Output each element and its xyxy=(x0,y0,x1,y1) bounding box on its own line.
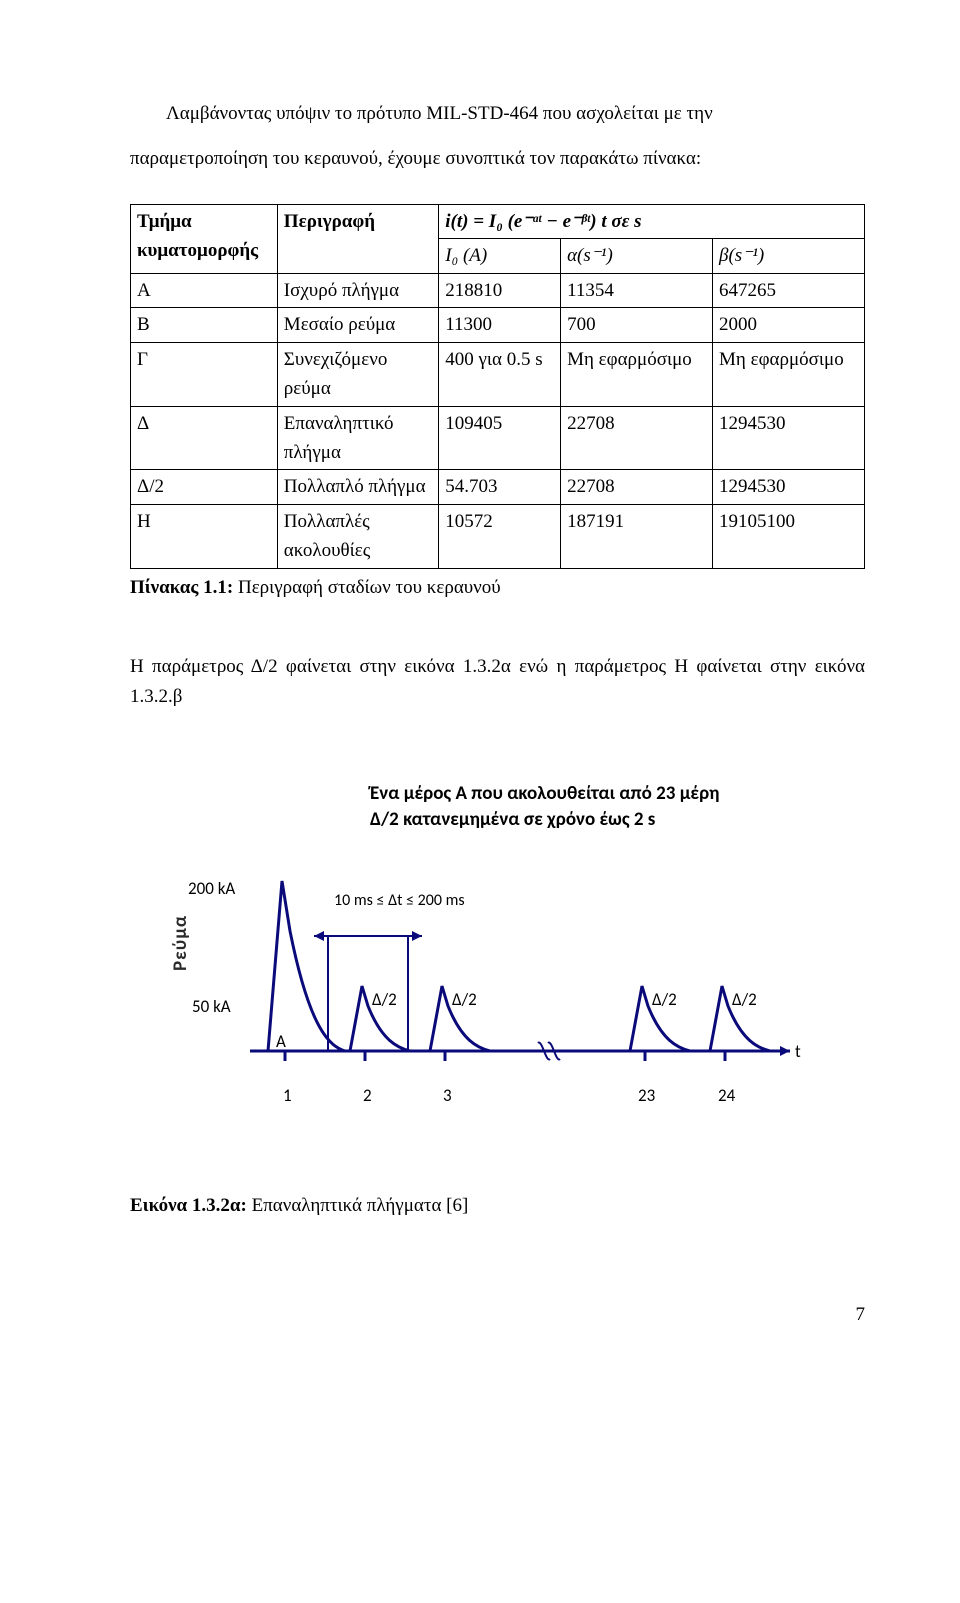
y-tick-50: 50 kA xyxy=(192,994,231,1020)
figure-title: Ένα μέρος Α που ακολουθείται από 23 μέρη… xyxy=(370,781,720,832)
waveform-chart xyxy=(250,851,810,1111)
hdr-beta: β(s⁻¹) xyxy=(713,239,865,273)
intro-line-1: Λαμβάνοντας υπόψιν το πρότυπο MIL-STD-46… xyxy=(130,99,865,128)
figure-1-3-2a: Ένα μέρος Α που ακολουθείται από 23 μέρη… xyxy=(180,781,820,1141)
hdr-col1-top: Τμήμα xyxy=(137,211,192,232)
table-row: Α Ισχυρό πλήγμα 218810 11354 647265 xyxy=(131,273,865,307)
parameters-table: Τμήμα κυματομορφής Περιγραφή i(t) = I₀ (… xyxy=(130,204,865,569)
hdr-equation: i(t) = I₀ (e⁻ᵅᵗ − e⁻ᵝᵗ) t σε s xyxy=(439,204,865,238)
peak-label-d2-3: Δ/2 xyxy=(652,987,677,1013)
hdr-alpha: α(s⁻¹) xyxy=(561,239,713,273)
figure-caption: Εικόνα 1.3.2α: Επαναληπτικά πλήγματα [6] xyxy=(130,1191,865,1220)
t-axis-label: t xyxy=(795,1039,801,1065)
table-row: Δ Επαναληπτικό πλήγμα 109405 22708 12945… xyxy=(131,406,865,470)
y-axis-label: Ρεύμα xyxy=(166,915,195,971)
page-number: 7 xyxy=(130,1300,865,1329)
table-caption-rest: Περιγραφή σταδίων του κεραυνού xyxy=(233,577,500,598)
hdr-col2: Περιγραφή xyxy=(277,204,438,273)
peak-label-d2-1: Δ/2 xyxy=(372,987,397,1013)
y-tick-200: 200 kA xyxy=(188,876,235,902)
tick-num-1: 1 xyxy=(283,1083,292,1109)
intro-line-2: παραμετροποίηση του κεραυνού, έχουμε συν… xyxy=(130,144,865,173)
tick-num-3: 3 xyxy=(443,1083,452,1109)
table-caption: Πίνακας 1.1: Περιγραφή σταδίων του κεραυ… xyxy=(130,573,865,602)
middle-paragraph: Η παράμετρος Δ/2 φαίνεται στην εικόνα 1.… xyxy=(130,652,865,711)
table-row: Γ Συνεχιζόμενο ρεύμα 400 για 0.5 s Μη εφ… xyxy=(131,342,865,406)
table-row: Δ/2 Πολλαπλό πλήγμα 54.703 22708 1294530 xyxy=(131,470,865,504)
tick-num-2: 2 xyxy=(363,1083,372,1109)
figure-caption-rest: Επαναληπτικά πλήγματα [6] xyxy=(247,1195,469,1216)
table-row: Η Πολλαπλές ακολουθίες 10572 187191 1910… xyxy=(131,504,865,568)
hdr-i0: I₀ (A) xyxy=(439,239,561,273)
peak-label-d2-4: Δ/2 xyxy=(732,987,757,1013)
tick-num-23: 23 xyxy=(638,1083,655,1109)
table-row: Β Μεσαίο ρεύμα 11300 700 2000 xyxy=(131,308,865,342)
hdr-col1-bottom: κυματομορφής xyxy=(137,240,258,261)
peak-label-d2-2: Δ/2 xyxy=(452,987,477,1013)
table-caption-bold: Πίνακας 1.1: xyxy=(130,577,233,598)
peak-label-A: A xyxy=(276,1029,286,1055)
figure-caption-bold: Εικόνα 1.3.2α: xyxy=(130,1195,247,1216)
tick-num-24: 24 xyxy=(718,1083,735,1109)
